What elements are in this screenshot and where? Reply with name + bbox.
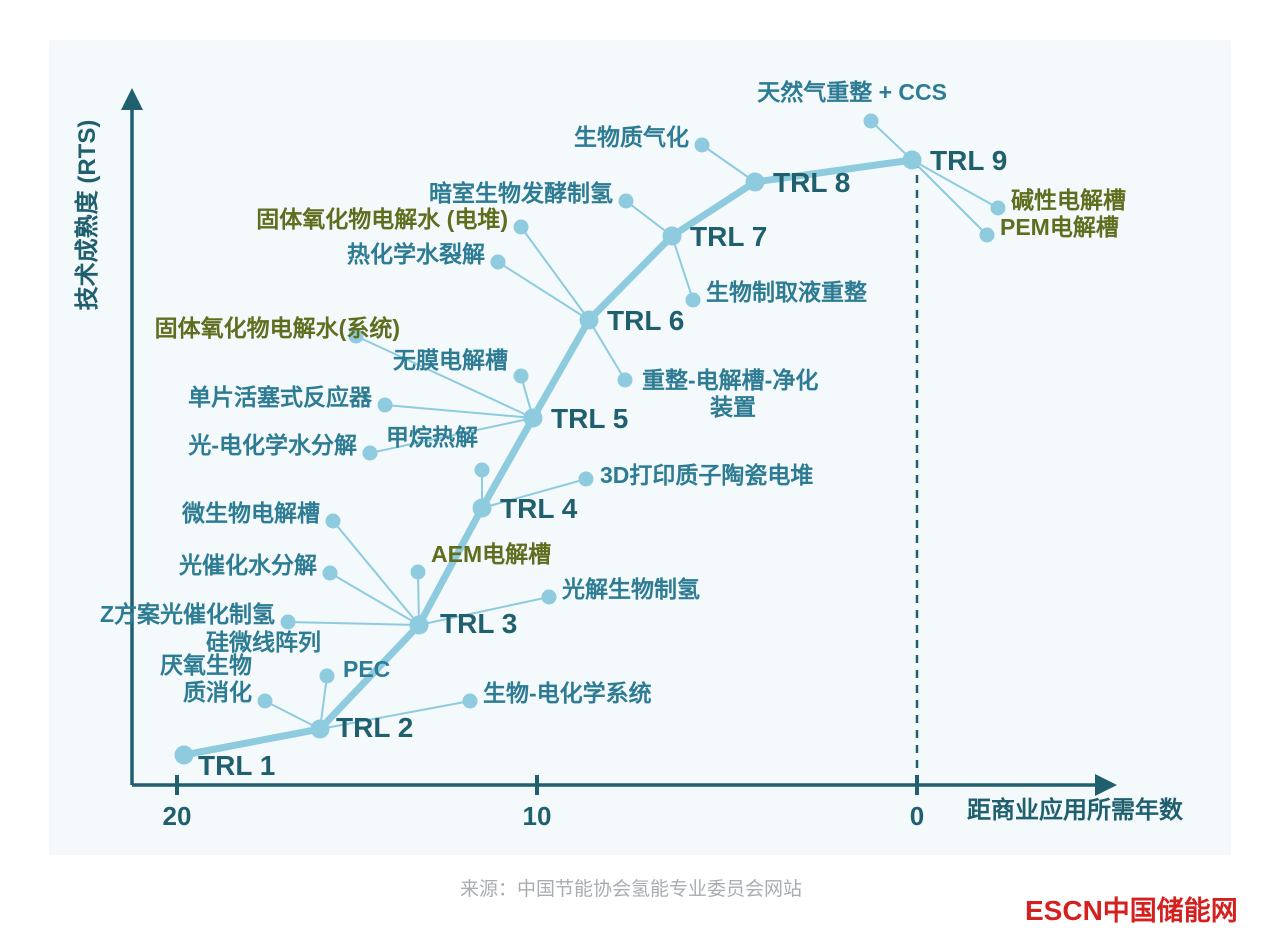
svg-text:20: 20: [163, 801, 192, 831]
svg-text:PEC: PEC: [343, 656, 390, 682]
svg-text:重整-电解槽-净化: 重整-电解槽-净化: [642, 367, 818, 393]
svg-text:来源：中国节能协会氢能专业委员会网站: 来源：中国节能协会氢能专业委员会网站: [460, 878, 802, 900]
svg-text:0: 0: [910, 801, 924, 831]
svg-text:固体氧化物电解水 (电堆): 固体氧化物电解水 (电堆): [256, 206, 508, 232]
svg-text:10: 10: [523, 801, 552, 831]
svg-text:PEM电解槽: PEM电解槽: [1000, 214, 1119, 240]
svg-text:微生物电解槽: 微生物电解槽: [181, 500, 320, 526]
svg-text:单片活塞式反应器: 单片活塞式反应器: [188, 384, 373, 410]
svg-text:生物-电化学系统: 生物-电化学系统: [483, 680, 652, 706]
svg-text:天然气重整 + CCS: 天然气重整 + CCS: [757, 79, 947, 105]
svg-text:装置: 装置: [710, 394, 756, 420]
svg-text:TRL 6: TRL 6: [607, 305, 684, 336]
svg-text:厌氧生物: 厌氧生物: [160, 652, 252, 678]
svg-text:TRL 4: TRL 4: [500, 493, 578, 524]
svg-text:3D打印质子陶瓷电堆: 3D打印质子陶瓷电堆: [600, 462, 813, 488]
svg-text:TRL 9: TRL 9: [930, 145, 1007, 176]
svg-text:距商业应用所需年数: 距商业应用所需年数: [967, 796, 1184, 824]
svg-text:技术成熟度 (RTS): 技术成熟度 (RTS): [73, 120, 101, 311]
svg-text:光催化水分解: 光催化水分解: [178, 552, 317, 578]
svg-text:TRL 5: TRL 5: [551, 403, 628, 434]
svg-text:光-电化学水分解: 光-电化学水分解: [187, 432, 357, 458]
svg-text:TRL 3: TRL 3: [440, 608, 517, 639]
svg-text:生物质气化: 生物质气化: [574, 124, 689, 150]
svg-text:TRL 1: TRL 1: [198, 750, 275, 781]
svg-text:Z方案光催化制氢: Z方案光催化制氢: [100, 601, 275, 627]
svg-text:质消化: 质消化: [183, 679, 252, 705]
svg-text:AEM电解槽: AEM电解槽: [431, 541, 551, 567]
svg-text:硅微线阵列: 硅微线阵列: [206, 629, 321, 655]
svg-text:TRL 8: TRL 8: [773, 167, 850, 198]
svg-text:甲烷热解: 甲烷热解: [386, 424, 478, 450]
svg-text:TRL 7: TRL 7: [690, 221, 767, 252]
svg-text:生物制取液重整: 生物制取液重整: [706, 279, 867, 305]
svg-text:热化学水裂解: 热化学水裂解: [347, 241, 485, 267]
svg-text:TRL 2: TRL 2: [336, 712, 413, 743]
svg-text:碱性电解槽: 碱性电解槽: [1011, 187, 1126, 213]
svg-text:暗室生物发酵制氢: 暗室生物发酵制氢: [429, 180, 613, 206]
svg-text:无膜电解槽: 无膜电解槽: [393, 347, 508, 373]
svg-text:固体氧化物电解水(系统): 固体氧化物电解水(系统): [155, 315, 400, 341]
svg-text:光解生物制氢: 光解生物制氢: [561, 576, 700, 602]
